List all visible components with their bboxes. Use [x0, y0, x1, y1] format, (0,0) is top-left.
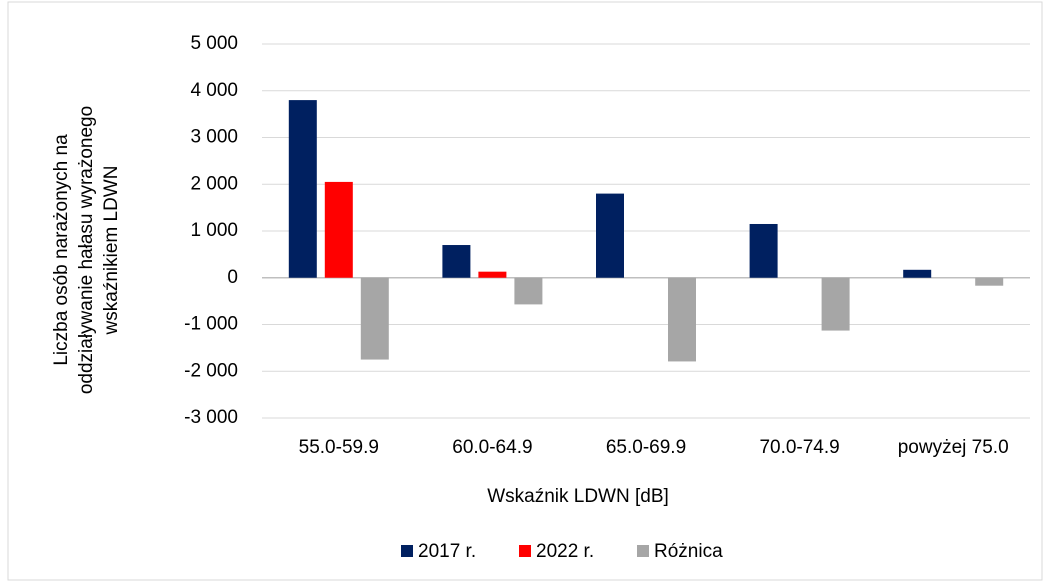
- y-tick-label: 0: [227, 267, 238, 288]
- legend-swatch: [637, 545, 649, 557]
- y-tick-label: 4 000: [190, 80, 238, 101]
- y-tick-label: -1 000: [184, 314, 238, 335]
- legend-label: Różnica: [654, 541, 723, 562]
- bar: [324, 181, 353, 278]
- bar: [821, 277, 850, 331]
- x-tick-label: 55.0-59.9: [299, 437, 379, 458]
- bar: [749, 223, 778, 278]
- x-axis-label: Wskaźnik LDWN [dB]: [487, 486, 669, 507]
- bar: [596, 193, 624, 278]
- legend-swatch: [401, 545, 413, 557]
- x-tick-label: 60.0-64.9: [452, 437, 532, 458]
- bar: [478, 271, 507, 278]
- y-axis-label: oddziaływanie hałasu wyrażonego: [76, 106, 97, 394]
- x-tick-label: powyżej 75.0: [898, 437, 1009, 458]
- y-axis-label: Liczba osób narażonych na: [51, 134, 72, 366]
- bar: [903, 269, 932, 278]
- legend-swatch: [519, 545, 531, 557]
- bar: [360, 277, 389, 360]
- y-tick-label: 3 000: [190, 127, 238, 148]
- x-tick-label: 65.0-69.9: [606, 437, 686, 458]
- legend-label: 2022 r.: [536, 541, 594, 562]
- y-axis-label: wskaźnikiem LDWN: [101, 166, 122, 336]
- bar: [442, 245, 471, 278]
- bar: [288, 100, 317, 278]
- y-tick-label: -2 000: [184, 360, 238, 381]
- legend-label: 2017 r.: [418, 541, 476, 562]
- bar: [514, 277, 543, 305]
- y-tick-label: -3 000: [184, 407, 238, 428]
- y-tick-label: 2 000: [190, 173, 238, 194]
- y-tick-label: 5 000: [190, 33, 238, 54]
- bar: [975, 277, 1004, 286]
- y-tick-label: 1 000: [190, 220, 238, 241]
- bar: [668, 277, 696, 362]
- x-tick-label: 70.0-74.9: [759, 437, 839, 458]
